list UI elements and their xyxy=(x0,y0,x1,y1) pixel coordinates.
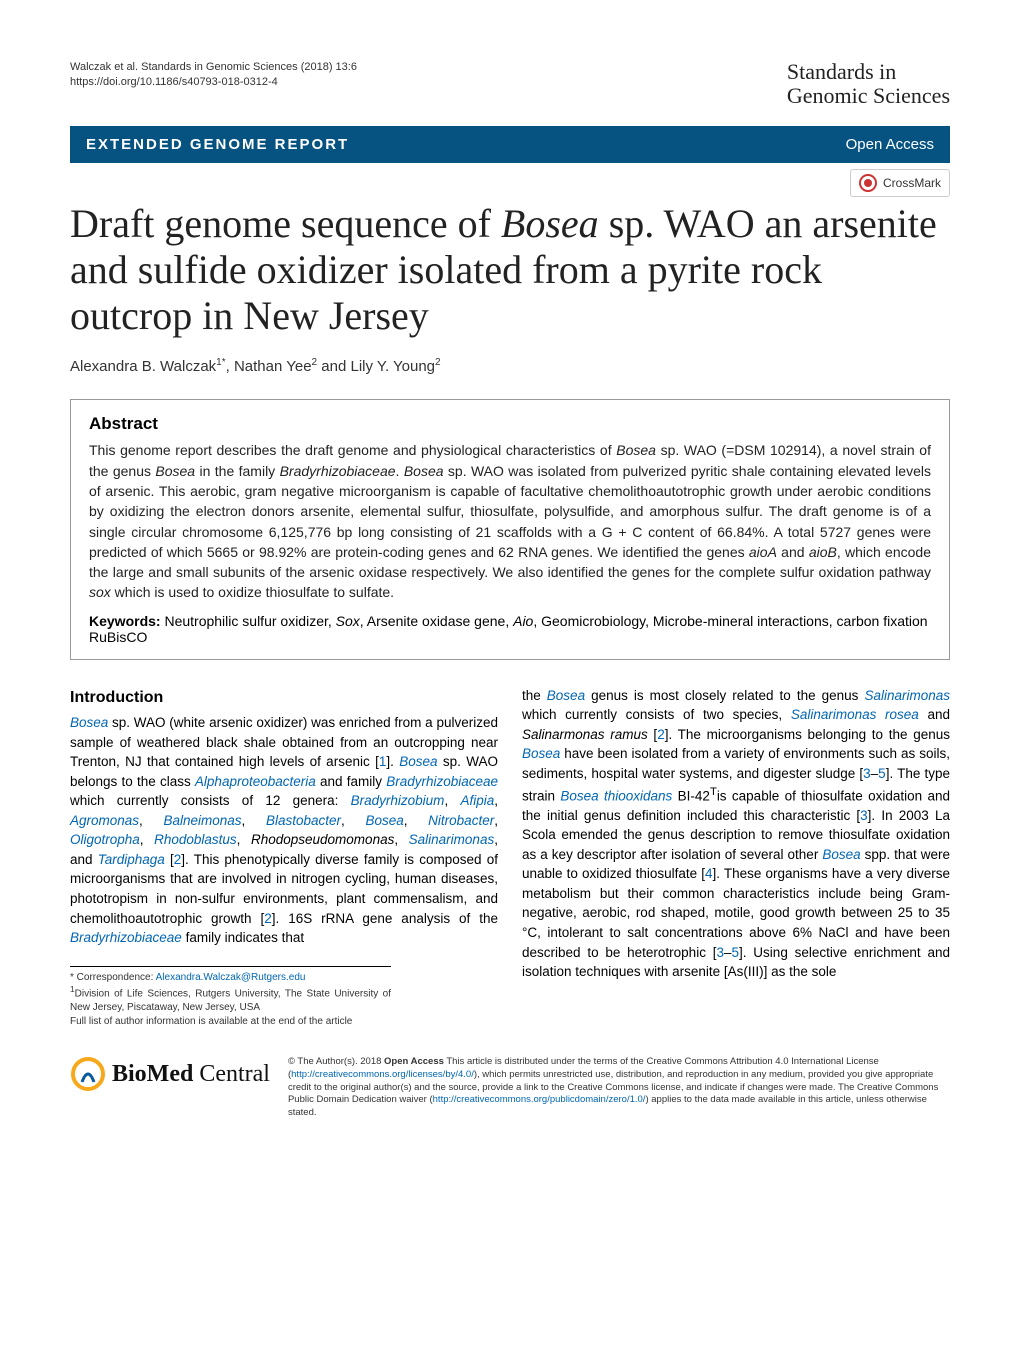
keywords-label: Keywords: xyxy=(89,613,161,629)
abstract-box: Abstract This genome report describes th… xyxy=(70,399,950,659)
left-column: Introduction Bosea sp. WAO (white arseni… xyxy=(70,686,498,1028)
abstract-heading: Abstract xyxy=(89,414,931,434)
right-column: the Bosea genus is most closely related … xyxy=(522,686,950,1028)
header-meta: Walczak et al. Standards in Genomic Scie… xyxy=(70,60,950,108)
license-text: © The Author(s). 2018 Open Access This a… xyxy=(288,1056,950,1120)
keywords: Keywords: Neutrophilic sulfur oxidizer, … xyxy=(89,613,931,645)
intro-left-text: Bosea sp. WAO (white arsenic oxidizer) w… xyxy=(70,713,498,948)
open-access-label: Open Access xyxy=(846,136,934,153)
corr-email[interactable]: Alexandra.Walczak@Rutgers.edu xyxy=(156,972,306,983)
biomed-logo: BioMed Central xyxy=(70,1056,270,1092)
intro-right-text: the Bosea genus is most closely related … xyxy=(522,686,950,982)
article-type-label: EXTENDED GENOME REPORT xyxy=(86,136,349,153)
corr-affiliation: 1Division of Life Sciences, Rutgers Univ… xyxy=(70,984,391,1014)
citation-line: Walczak et al. Standards in Genomic Scie… xyxy=(70,60,357,75)
journal-line2: Genomic Sciences xyxy=(787,84,950,108)
title-pre: Draft genome sequence of xyxy=(70,201,501,246)
biomed-text: BioMed Central xyxy=(112,1061,270,1088)
biomed-bold: BioMed xyxy=(112,1061,193,1087)
journal-line1: Standards in xyxy=(787,60,950,84)
crossmark-row: CrossMark xyxy=(70,169,950,197)
author-list: Alexandra B. Walczak1*, Nathan Yee2 and … xyxy=(70,357,950,375)
article-title: Draft genome sequence of Bosea sp. WAO a… xyxy=(70,201,950,339)
article-type-banner: EXTENDED GENOME REPORT Open Access xyxy=(70,126,950,163)
body-columns: Introduction Bosea sp. WAO (white arseni… xyxy=(70,686,950,1028)
biomed-light: Central xyxy=(193,1061,270,1087)
footer-row: BioMed Central © The Author(s). 2018 Ope… xyxy=(70,1056,950,1120)
biomed-icon xyxy=(70,1056,106,1092)
corr-star: * Correspondence: xyxy=(70,972,156,983)
abstract-body: This genome report describes the draft g… xyxy=(89,440,931,602)
doi-line: https://doi.org/10.1186/s40793-018-0312-… xyxy=(70,75,357,90)
journal-logo: Standards in Genomic Sciences xyxy=(787,60,950,108)
introduction-heading: Introduction xyxy=(70,686,498,709)
crossmark-icon xyxy=(859,174,877,192)
correspondence-block: * Correspondence: Alexandra.Walczak@Rutg… xyxy=(70,966,391,1028)
crossmark-label: CrossMark xyxy=(883,176,941,190)
corr-full-list: Full list of author information is avail… xyxy=(70,1015,391,1029)
crossmark-badge[interactable]: CrossMark xyxy=(850,169,950,197)
citation-block: Walczak et al. Standards in Genomic Scie… xyxy=(70,60,357,91)
title-italic: Bosea xyxy=(501,201,599,246)
